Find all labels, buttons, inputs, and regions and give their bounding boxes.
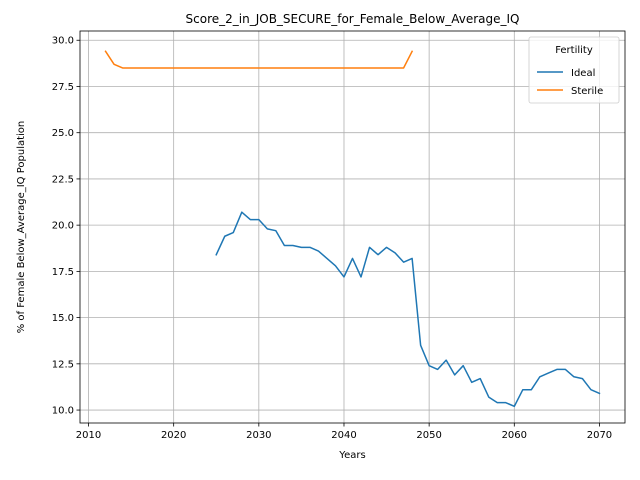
x-axis-ticks: 2010 2020 2030 2040 2050 2060 2070 xyxy=(76,423,612,441)
x-tick-label: 2010 xyxy=(76,430,101,441)
legend-entries: Ideal Sterile xyxy=(537,68,603,97)
y-tick-label: 20.0 xyxy=(52,221,74,232)
legend-label-sterile: Sterile xyxy=(571,86,603,97)
x-tick-label: 2060 xyxy=(502,430,527,441)
legend: Fertility Ideal Sterile xyxy=(528,36,620,104)
plot-frame xyxy=(79,30,626,424)
y-tick-label: 10.0 xyxy=(52,406,74,417)
x-tick-label: 2020 xyxy=(161,430,186,441)
series-line-ideal xyxy=(215,211,601,408)
x-axis-label: Years xyxy=(338,450,365,461)
x-tick-label: 2070 xyxy=(587,430,612,441)
y-axis-label: % of Female Below_Average_IQ Population xyxy=(16,121,27,334)
legend-label-ideal: Ideal xyxy=(571,68,595,79)
y-tick-label: 22.5 xyxy=(52,174,74,185)
x-tick-label: 2030 xyxy=(246,430,271,441)
legend-title: Fertility xyxy=(555,45,593,56)
series-line-sterile xyxy=(104,50,414,69)
y-tick-label: 25.0 xyxy=(52,128,74,139)
y-tick-label: 15.0 xyxy=(52,313,74,324)
y-axis-ticks: 10.0 12.5 15.0 17.5 20.0 22.5 25.0 27.5 30.0 xyxy=(52,36,80,417)
y-tick-label: 27.5 xyxy=(52,82,74,93)
y-tick-label: 12.5 xyxy=(52,359,74,370)
chart-title: Score_2_in_JOB_SECURE_for_Female_Below_A… xyxy=(186,12,520,26)
y-tick-label: 30.0 xyxy=(52,36,74,47)
series-lines xyxy=(104,50,601,408)
legend-box xyxy=(528,36,620,104)
gridlines xyxy=(80,31,625,423)
x-tick-label: 2050 xyxy=(416,430,441,441)
y-tick-label: 17.5 xyxy=(52,267,74,278)
x-tick-label: 2040 xyxy=(331,430,356,441)
